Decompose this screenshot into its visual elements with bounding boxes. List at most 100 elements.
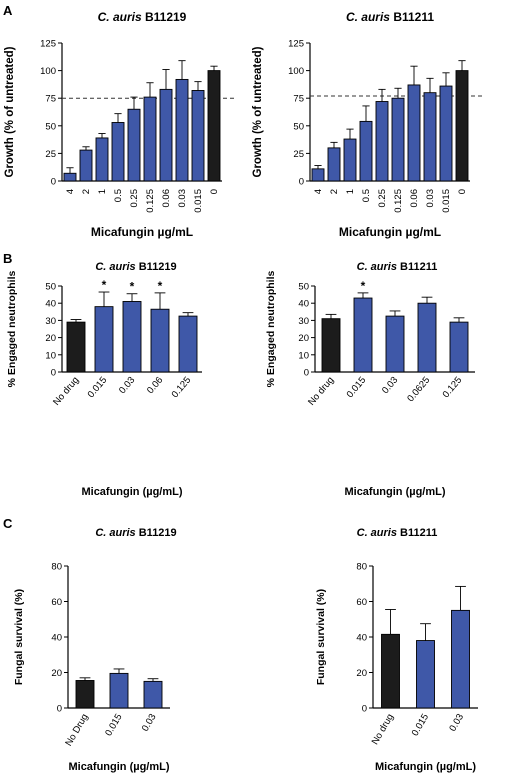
x-tick-label: 0.125 [393,189,404,213]
x-tick-label: 0.125 [145,189,156,213]
bar [79,149,93,182]
x-tick-label: 0.25 [129,189,140,208]
significance-marker: * [361,279,366,293]
bar [63,172,77,182]
bar [381,633,400,709]
bar [417,302,437,373]
bar [94,306,114,373]
y-axis-label: % Engaged neutrophils [6,271,18,388]
y-axis-label: Growth (% of untreated) [4,46,16,177]
bar [455,70,469,182]
bar [109,672,129,709]
y-tick-label: 10 [298,350,309,361]
x-tick-label: 4 [65,189,76,194]
y-tick-label: 75 [293,94,304,105]
x-tick-label: No drug [306,375,336,408]
panel-label-b: B [3,251,12,266]
y-tick-label: 0 [304,368,309,379]
x-tick-label: 1 [345,189,356,194]
y-tick-label: 40 [356,633,367,644]
y-tick-label: 0 [57,704,62,715]
significance-marker: * [130,280,135,294]
bar [122,301,142,373]
x-axis-label: Micafungin (µg/mL) [375,761,476,773]
y-tick-label: 0 [51,177,56,188]
x-tick-label: 4 [313,189,324,194]
x-tick-label: 0.015 [441,189,452,213]
bar [391,97,405,182]
y-tick-label: 0 [51,368,56,379]
y-tick-label: 0 [299,177,304,188]
bar [178,315,198,373]
panel-label-a: A [3,3,13,18]
x-tick-label: 0.03 [380,375,400,396]
bar [385,315,405,373]
y-tick-label: 80 [356,562,367,573]
x-tick-label: 0.06 [409,189,420,208]
bar [407,84,421,182]
y-tick-label: 25 [45,149,56,160]
y-tick-label: 40 [298,299,309,310]
y-tick-label: 125 [40,39,56,50]
bar [449,321,469,373]
x-tick-label: 2 [81,189,92,194]
y-tick-label: 80 [51,562,62,573]
bar [311,168,325,182]
x-axis-label: Micafungin µg/mL [339,225,441,239]
bar [143,680,163,709]
bar [375,101,389,182]
x-tick-label: 0.015 [193,189,204,213]
y-tick-label: 0 [362,704,367,715]
chart-title: C. auris B11211 [357,527,438,539]
x-tick-label: 0.015 [103,712,124,738]
x-axis-label: Micafungin µg/mL [91,225,193,239]
y-tick-label: 50 [45,121,56,132]
bar [143,96,157,182]
x-tick-label: No drug [51,375,81,408]
y-tick-label: 60 [356,597,367,608]
x-axis-label: Micafungin (µg/mL) [81,486,182,498]
y-axis-label: Fungal survival (%) [315,589,327,685]
y-tick-label: 50 [293,121,304,132]
chart-title: C. auris B11211 [346,10,434,24]
x-tick-label: 2 [329,189,340,194]
panel-label-c: C [3,516,13,531]
bar [451,609,470,709]
bar [150,308,170,373]
y-axis-label: Growth (% of untreated) [252,46,264,177]
x-tick-label: No drug [370,712,396,747]
x-tick-label: 0.5 [113,189,124,202]
bar [321,318,341,373]
y-tick-label: 20 [45,333,56,344]
bar [111,122,125,182]
bar [66,321,86,373]
bar [343,138,357,182]
y-tick-label: 40 [45,299,56,310]
x-tick-label: No Drug [63,712,90,748]
x-tick-label: 0.015 [345,375,369,400]
y-tick-label: 20 [51,668,62,679]
bar [423,92,437,182]
x-tick-label: 0.125 [170,375,194,400]
x-tick-label: 0.03 [447,712,466,734]
bar [127,108,141,182]
significance-marker: * [158,279,163,293]
x-tick-label: 0.03 [177,189,188,208]
chart-title: C. auris B11219 [98,10,187,24]
bar [75,680,95,709]
bar [95,137,109,182]
significance-marker: * [102,278,107,292]
bar [353,297,373,373]
x-axis-label: Micafungin (µg/mL) [344,486,445,498]
x-tick-label: 0.015 [86,375,110,400]
x-tick-label: 0.06 [161,189,172,208]
bar [359,120,373,182]
bar [327,147,341,182]
bar [191,90,205,182]
x-tick-label: 0.5 [361,189,372,202]
x-tick-label: 0.06 [145,375,165,396]
x-tick-label: 0.015 [410,712,431,738]
y-axis-label: % Engaged neutrophils [265,271,277,388]
y-tick-label: 10 [45,350,56,361]
